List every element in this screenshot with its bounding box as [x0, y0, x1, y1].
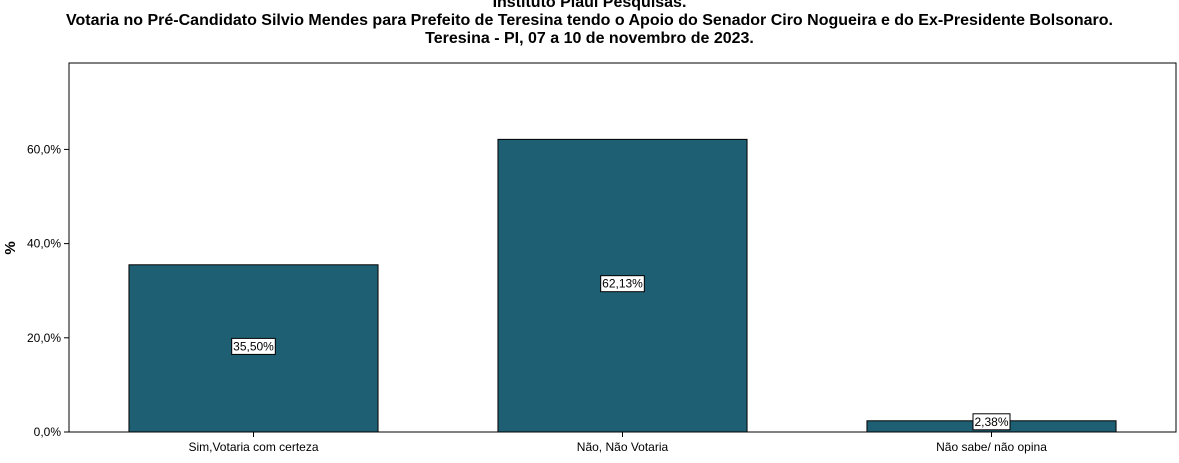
y-axis-label: %	[2, 241, 19, 254]
chart-title: Instituto Piauí Pesquisas.	[492, 0, 687, 11]
x-tick-label: Não sabe/ não opina	[936, 440, 1047, 454]
bars: 35,50% 62,13% 2,38%	[128, 138, 1117, 433]
data-label-box	[231, 337, 276, 355]
data-label-box	[972, 413, 1011, 431]
data-label: 35,50%	[233, 339, 274, 353]
x-tick-label: Sim,Votaria com certeza	[188, 440, 318, 454]
y-tick-label: 0,0%	[34, 425, 62, 439]
y-axis: 0,0% 20,0% 40,0% 60,0%	[27, 142, 69, 439]
data-label: 2,38%	[974, 415, 1008, 429]
chart-subtitle: Votaria no Pré-Candidato Silvio Mendes p…	[66, 12, 1113, 29]
chart-subtitle-date: Teresina - PI, 07 a 10 de novembro de 20…	[425, 30, 754, 47]
x-axis: Sim,Votaria com certeza Não, Não Votaria N…	[188, 432, 1047, 454]
data-label-box	[600, 275, 645, 293]
data-label: 62,13%	[602, 277, 643, 291]
chart-title-block: Instituto Piauí Pesquisas. Votaria no Pr…	[0, 0, 1179, 48]
y-tick-label: 20,0%	[27, 331, 61, 345]
x-tick-label: Não, Não Votaria	[577, 440, 669, 454]
y-tick-label: 60,0%	[27, 142, 61, 156]
y-tick-label: 40,0%	[27, 237, 61, 251]
